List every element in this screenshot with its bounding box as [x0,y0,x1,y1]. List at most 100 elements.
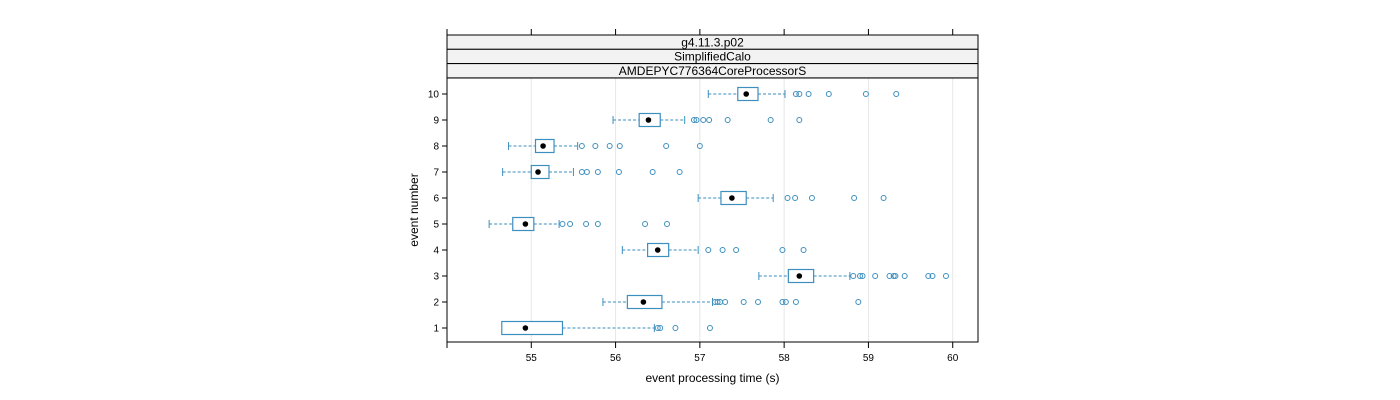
outlier-point [767,117,774,123]
x-axis-label: event processing time (s) [645,371,779,385]
y-axis-label: event number [407,173,421,246]
outlier-point [654,325,661,331]
outlier-point [782,299,789,305]
outlier-point [559,221,566,227]
box-group-6 [697,190,887,206]
outlier-point [880,195,887,201]
x-axis: 55 56 57 58 59 60 [446,29,959,364]
box-group-5 [488,216,670,232]
outlier-point [893,91,900,97]
outlier-point [892,273,899,279]
outlier-point [663,143,670,149]
x-tick-label: 56 [610,353,622,364]
median-dot [796,273,803,279]
x-tick-label: 57 [694,353,706,364]
outlier-point [886,273,893,279]
outlier-point [857,273,863,279]
median-dot [522,325,529,331]
outlier-point [706,325,713,331]
median-dot [743,91,750,97]
outlier-point [825,91,832,97]
outlier-point [733,247,740,253]
outlier-point [578,169,585,175]
median-dot [645,117,652,123]
outlier-point [855,299,862,305]
outlier-point [755,299,762,305]
outlier-point [693,117,700,123]
x-tick-label: 55 [526,353,538,364]
outlier-point [890,273,897,279]
outlier-point [706,117,713,123]
outlier-point [792,91,799,97]
outlier-point [851,195,858,201]
outlier-point [942,273,949,279]
outlier-point [796,91,803,97]
outlier-point [705,247,712,253]
outlier-point [700,117,707,123]
box-group-3 [758,268,949,284]
outlier-point [800,247,807,253]
outlier-point [606,143,613,149]
y-tick-label: 3 [433,272,439,283]
outlier-point [615,169,622,175]
median-dot [535,169,541,175]
outlier-point [740,299,747,305]
outlier-point [792,195,799,201]
median-dot [540,143,546,149]
outlier-point [929,273,936,279]
outlier-point [594,169,601,175]
outlier-point [649,169,656,175]
outlier-point [592,143,599,149]
strip-label: AMDEPYC776364CoreProcessorS [619,64,806,78]
outlier-point [578,143,585,149]
y-tick-label: 10 [428,90,440,101]
outlier-point [696,143,703,149]
median-dot [640,299,647,305]
outlier-point [859,273,866,279]
box-group-10 [707,86,900,102]
outlier-point [901,273,908,279]
outlier-point [722,299,729,305]
outlier-point [663,221,670,227]
outlier-point [642,221,649,227]
outlier-point [583,221,590,227]
box-group-8 [508,138,703,154]
y-tick-label: 2 [433,298,439,309]
outlier-point [676,169,683,175]
outlier-point [925,273,932,279]
y-tick-label: 4 [433,246,439,257]
median-dot [729,195,735,201]
box-group-4 [621,242,807,258]
y-tick-label: 6 [433,194,439,205]
strip-headers: g4.11.3.p02SimplifiedCaloAMDEPYC776364Co… [446,34,979,79]
outlier-point [616,143,623,149]
x-tick-label: 60 [947,353,959,364]
y-axis: 1 2 3 4 5 6 7 8 9 10 [428,90,447,335]
y-tick-label: 5 [433,220,439,231]
outlier-point [672,325,679,331]
median-dot [522,221,529,227]
y-tick-label: 8 [433,142,439,153]
outlier-point [779,299,786,305]
y-tick-label: 7 [433,168,439,179]
outlier-point [714,299,721,305]
outlier-point [657,325,664,331]
outlier-point [594,221,601,227]
box-group-2 [602,294,862,310]
plot-area [488,86,949,336]
outlier-point [805,91,812,97]
x-tick-label: 58 [779,353,791,364]
box-group-9 [612,112,803,128]
outlier-point [850,273,857,279]
box [501,320,564,336]
outlier-point [567,221,574,227]
outlier-point [808,195,815,201]
outlier-point [779,247,786,253]
strip-label: g4.11.3.p02 [681,35,744,49]
outlier-point [724,117,731,123]
x-tick-label: 59 [863,353,875,364]
outlier-point [872,273,879,279]
y-tick-label: 9 [433,116,439,127]
box-group-7 [502,164,683,180]
